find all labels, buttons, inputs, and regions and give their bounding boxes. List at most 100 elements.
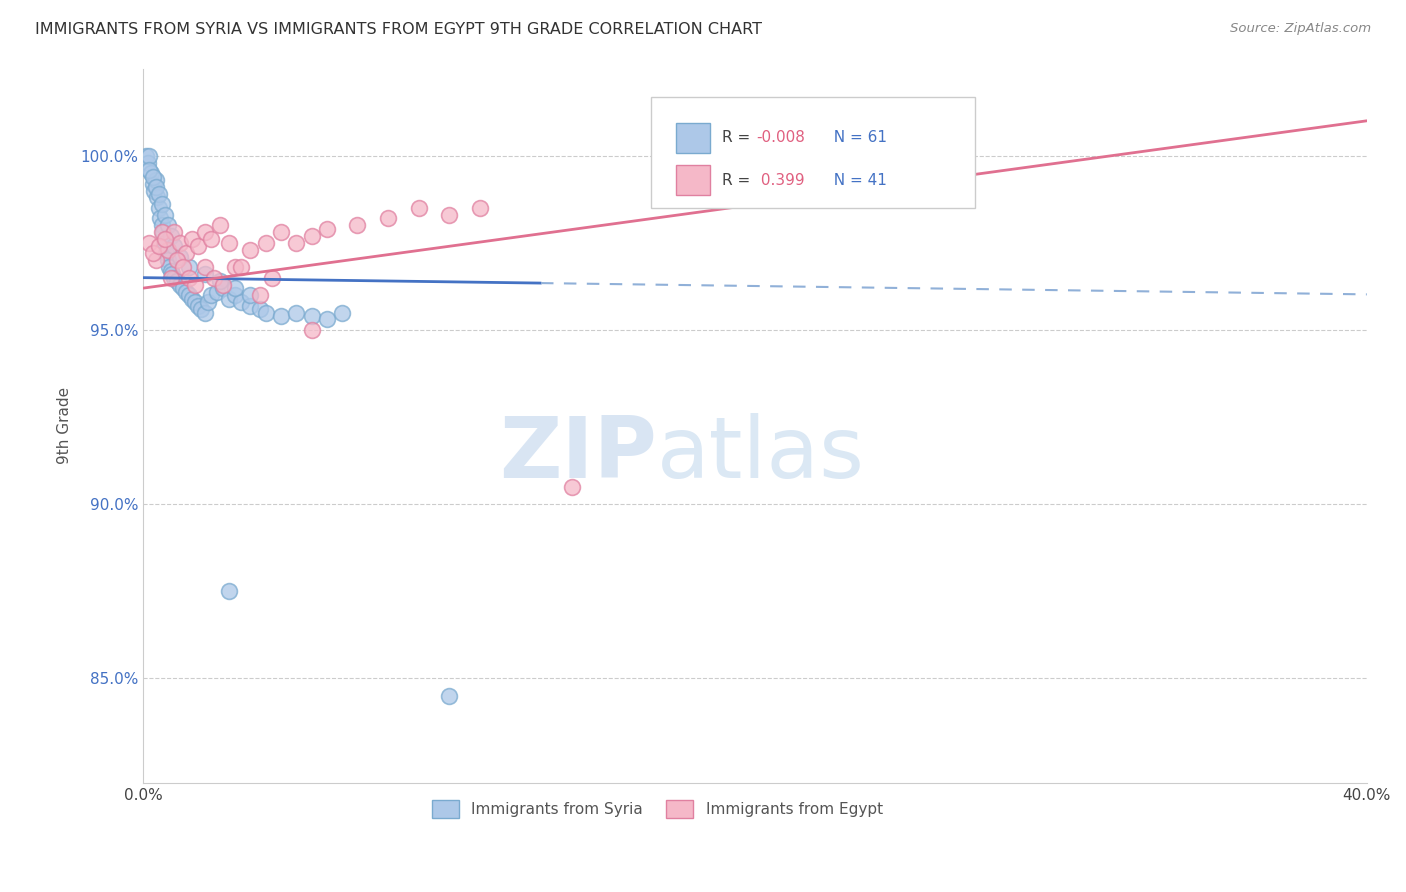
Point (301, 309, 323, 323)
Point (249, 288, 271, 302)
Point (148, 239, 170, 253)
Point (138, 235, 160, 250)
Y-axis label: 9th Grade: 9th Grade (58, 387, 72, 465)
Point (141, 169, 163, 184)
Point (224, 281, 246, 295)
Point (156, 253, 179, 268)
Point (197, 295, 219, 310)
Point (145, 173, 167, 187)
Point (561, 480, 583, 494)
Point (160, 228, 183, 243)
Point (179, 288, 201, 302)
Point (145, 253, 167, 268)
Point (181, 232, 204, 246)
Point (315, 312, 337, 326)
Point (239, 288, 262, 302)
Point (163, 270, 186, 285)
Point (202, 270, 225, 285)
Point (260, 270, 283, 285)
Point (160, 270, 183, 285)
Point (187, 299, 209, 313)
Point (150, 197, 173, 211)
Point (224, 260, 246, 275)
FancyBboxPatch shape (651, 97, 976, 208)
Point (141, 177, 163, 191)
Point (169, 250, 191, 264)
Point (135, 149, 157, 163)
Point (172, 281, 194, 295)
Point (148, 201, 170, 215)
Point (184, 295, 207, 310)
Point (193, 267, 215, 281)
Text: IMMIGRANTS FROM SYRIA VS IMMIGRANTS FROM EGYPT 9TH GRADE CORRELATION CHART: IMMIGRANTS FROM SYRIA VS IMMIGRANTS FROM… (35, 22, 762, 37)
Point (141, 246, 163, 260)
Point (181, 292, 204, 306)
Point (138, 162, 160, 177)
Point (270, 309, 292, 323)
Point (231, 260, 253, 275)
Point (184, 277, 207, 292)
Point (152, 225, 174, 239)
Point (270, 225, 292, 239)
FancyBboxPatch shape (675, 165, 710, 195)
Point (156, 243, 179, 257)
Point (193, 225, 215, 239)
Point (156, 219, 179, 233)
Point (153, 208, 176, 222)
Point (163, 239, 186, 253)
Point (377, 211, 399, 226)
Point (157, 260, 180, 275)
Point (190, 301, 212, 316)
Point (239, 299, 262, 313)
Point (239, 243, 262, 257)
Text: atlas: atlas (657, 413, 865, 496)
Point (148, 186, 170, 201)
Point (172, 260, 194, 275)
Point (218, 584, 240, 599)
Point (150, 225, 173, 239)
Point (315, 222, 337, 236)
Point (136, 155, 159, 169)
Point (254, 235, 277, 250)
Point (174, 246, 197, 260)
Point (408, 201, 430, 215)
Point (468, 201, 491, 215)
Point (160, 263, 183, 277)
Point (174, 285, 197, 299)
Point (301, 323, 323, 337)
Point (155, 246, 177, 260)
Text: -0.008: -0.008 (756, 130, 806, 145)
Text: R =: R = (723, 130, 755, 145)
Point (205, 285, 228, 299)
Point (439, 208, 461, 222)
Point (200, 232, 222, 246)
Point (163, 225, 186, 239)
Point (285, 235, 308, 250)
Point (212, 277, 235, 292)
Point (187, 239, 209, 253)
Point (208, 274, 231, 288)
Point (153, 232, 176, 246)
Point (218, 235, 240, 250)
Point (285, 305, 308, 319)
Text: ZIP: ZIP (499, 413, 657, 496)
Point (169, 235, 191, 250)
Point (218, 292, 240, 306)
Text: N = 61: N = 61 (824, 130, 887, 145)
Point (139, 166, 162, 180)
Point (212, 281, 235, 295)
Point (193, 305, 215, 319)
Point (208, 219, 231, 233)
Point (249, 301, 271, 316)
Point (330, 305, 353, 319)
Point (439, 689, 461, 703)
Point (169, 277, 191, 292)
Text: N = 41: N = 41 (824, 173, 886, 188)
Point (179, 270, 201, 285)
Text: Source: ZipAtlas.com: Source: ZipAtlas.com (1230, 22, 1371, 36)
Point (138, 149, 160, 163)
Legend: Immigrants from Syria, Immigrants from Egypt: Immigrants from Syria, Immigrants from E… (425, 792, 890, 825)
Point (162, 267, 184, 281)
Point (179, 260, 201, 275)
Point (200, 288, 222, 302)
